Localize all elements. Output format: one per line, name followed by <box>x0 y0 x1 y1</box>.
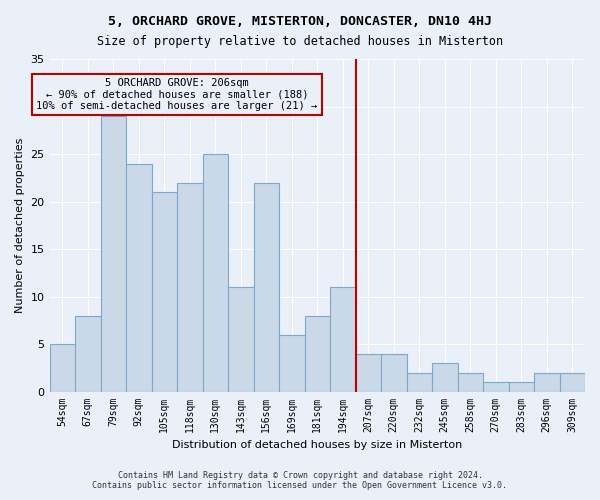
Text: Size of property relative to detached houses in Misterton: Size of property relative to detached ho… <box>97 35 503 48</box>
Bar <box>534 372 560 392</box>
Bar <box>458 372 483 392</box>
Bar <box>509 382 534 392</box>
Bar <box>152 192 177 392</box>
Text: 5, ORCHARD GROVE, MISTERTON, DONCASTER, DN10 4HJ: 5, ORCHARD GROVE, MISTERTON, DONCASTER, … <box>108 15 492 28</box>
Bar <box>356 354 381 392</box>
Bar <box>177 182 203 392</box>
Bar <box>75 316 101 392</box>
Bar <box>50 344 75 392</box>
Bar <box>228 287 254 392</box>
Bar <box>101 116 126 392</box>
Text: 5 ORCHARD GROVE: 206sqm
← 90% of detached houses are smaller (188)
10% of semi-d: 5 ORCHARD GROVE: 206sqm ← 90% of detache… <box>37 78 317 111</box>
Bar <box>432 363 458 392</box>
Bar <box>407 372 432 392</box>
Bar <box>279 334 305 392</box>
Text: Contains HM Land Registry data © Crown copyright and database right 2024.
Contai: Contains HM Land Registry data © Crown c… <box>92 470 508 490</box>
Bar <box>254 182 279 392</box>
Bar <box>203 154 228 392</box>
Bar <box>126 164 152 392</box>
Y-axis label: Number of detached properties: Number of detached properties <box>15 138 25 313</box>
Bar <box>305 316 330 392</box>
Bar <box>560 372 585 392</box>
Bar <box>381 354 407 392</box>
Bar <box>483 382 509 392</box>
Bar <box>330 287 356 392</box>
X-axis label: Distribution of detached houses by size in Misterton: Distribution of detached houses by size … <box>172 440 463 450</box>
